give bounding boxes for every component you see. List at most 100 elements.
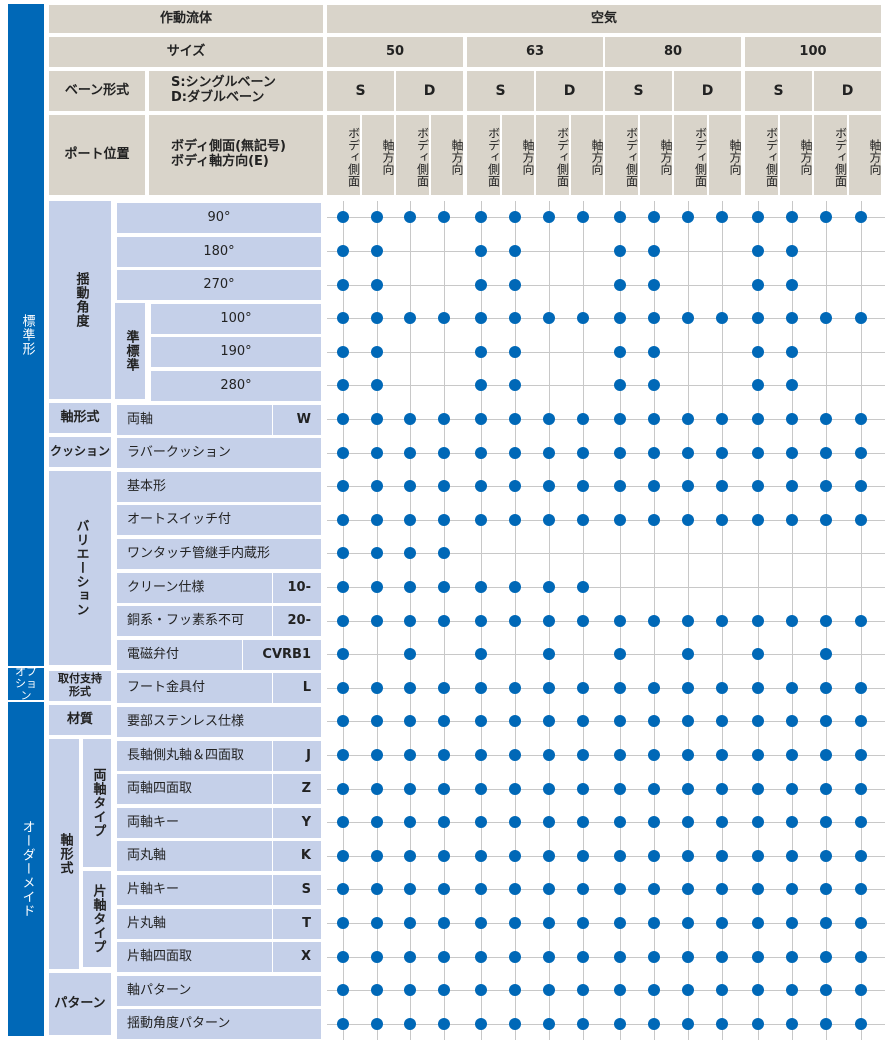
availability-dot — [752, 447, 764, 459]
availability-dot — [682, 749, 694, 761]
availability-dot — [509, 211, 521, 223]
row-label-text: 片軸四面取 — [127, 948, 193, 964]
availability-dot — [577, 480, 589, 492]
group-option-text: オプション — [15, 664, 37, 703]
availability-dot — [371, 480, 383, 492]
availability-dot — [438, 615, 450, 627]
availability-dot — [438, 715, 450, 727]
port-type-cell: ボディ側面 — [535, 114, 570, 196]
availability-dot — [475, 379, 487, 391]
row-label: ラバークッション — [116, 437, 322, 469]
vane-type-cell: D — [673, 70, 742, 112]
availability-dot — [371, 346, 383, 358]
availability-dot — [648, 917, 660, 929]
row-label-text: 両軸 — [127, 411, 154, 427]
availability-dot — [682, 984, 694, 996]
availability-dot — [509, 379, 521, 391]
availability-dot — [438, 917, 450, 929]
grid-row-line — [327, 889, 885, 890]
availability-dot — [648, 211, 660, 223]
grid-row-line — [327, 923, 885, 924]
port-type-cell: ボディ側面 — [326, 114, 361, 196]
availability-dot — [648, 312, 660, 324]
availability-dot — [820, 682, 832, 694]
availability-dot — [716, 783, 728, 795]
availability-dot — [786, 783, 798, 795]
availability-dot — [543, 1018, 555, 1030]
availability-dot — [438, 682, 450, 694]
availability-dot — [337, 816, 349, 828]
availability-dot — [716, 413, 728, 425]
availability-dot — [543, 413, 555, 425]
availability-dot — [543, 211, 555, 223]
row-label-text: 両軸四面取 — [127, 780, 193, 796]
availability-dot — [475, 279, 487, 291]
vane-type-cell: S — [744, 70, 813, 112]
availability-dot — [371, 312, 383, 324]
subgroup-shaft-type: 軸形式 — [48, 402, 112, 434]
availability-dot — [820, 1018, 832, 1030]
availability-dot — [716, 984, 728, 996]
availability-dot — [716, 682, 728, 694]
row-label-text: 100° — [220, 310, 252, 326]
availability-dot — [509, 480, 521, 492]
availability-dot — [855, 1018, 867, 1030]
availability-dot — [475, 715, 487, 727]
row-code-divider — [272, 405, 273, 435]
availability-dot — [509, 514, 521, 526]
row-code-divider — [272, 774, 273, 804]
availability-dot — [509, 1018, 521, 1030]
size-cell: 63 — [466, 36, 604, 68]
availability-dot — [371, 413, 383, 425]
availability-dot — [543, 581, 555, 593]
availability-dot — [577, 850, 589, 862]
grid-row-line — [327, 553, 885, 554]
availability-dot — [371, 917, 383, 929]
row-label-text: 両軸キー — [127, 814, 180, 830]
availability-dot — [648, 715, 660, 727]
row-code-divider — [272, 841, 273, 871]
availability-dot — [716, 883, 728, 895]
availability-dot — [648, 379, 660, 391]
availability-dot — [648, 816, 660, 828]
availability-dot — [614, 346, 626, 358]
availability-dot — [404, 715, 416, 727]
availability-dot — [752, 312, 764, 324]
availability-dot — [371, 1018, 383, 1030]
size-label: サイズ — [48, 36, 324, 68]
availability-dot — [855, 447, 867, 459]
availability-dot — [614, 850, 626, 862]
row-code: CVRB1 — [262, 646, 311, 662]
availability-dot — [509, 346, 521, 358]
availability-dot — [648, 749, 660, 761]
availability-dot — [337, 480, 349, 492]
availability-dot — [475, 514, 487, 526]
availability-dot — [438, 514, 450, 526]
availability-dot — [614, 447, 626, 459]
availability-dot — [543, 749, 555, 761]
availability-dot — [404, 480, 416, 492]
row-label-text: 銅系・フッ素系不可 — [127, 612, 245, 628]
grid-row-line — [327, 352, 885, 353]
vane-type-cell: D — [535, 70, 604, 112]
availability-dot — [820, 917, 832, 929]
port-type-cell: 軸方向 — [500, 114, 535, 196]
subgroup-cushion: クッション — [48, 436, 112, 468]
row-code: 20- — [287, 612, 312, 628]
vane-type-cell: S — [326, 70, 395, 112]
availability-dot — [820, 984, 832, 996]
availability-dot — [752, 379, 764, 391]
row-label: 片軸キー S — [116, 874, 322, 906]
availability-dot — [855, 917, 867, 929]
availability-dot — [614, 245, 626, 257]
availability-dot — [820, 514, 832, 526]
availability-dot — [786, 951, 798, 963]
availability-dot — [543, 447, 555, 459]
availability-dot — [404, 816, 416, 828]
availability-dot — [716, 211, 728, 223]
availability-dot — [509, 279, 521, 291]
row-label: 揺動角度パターン — [116, 1008, 322, 1040]
availability-dot — [337, 715, 349, 727]
availability-dot — [648, 279, 660, 291]
availability-dot — [404, 615, 416, 627]
